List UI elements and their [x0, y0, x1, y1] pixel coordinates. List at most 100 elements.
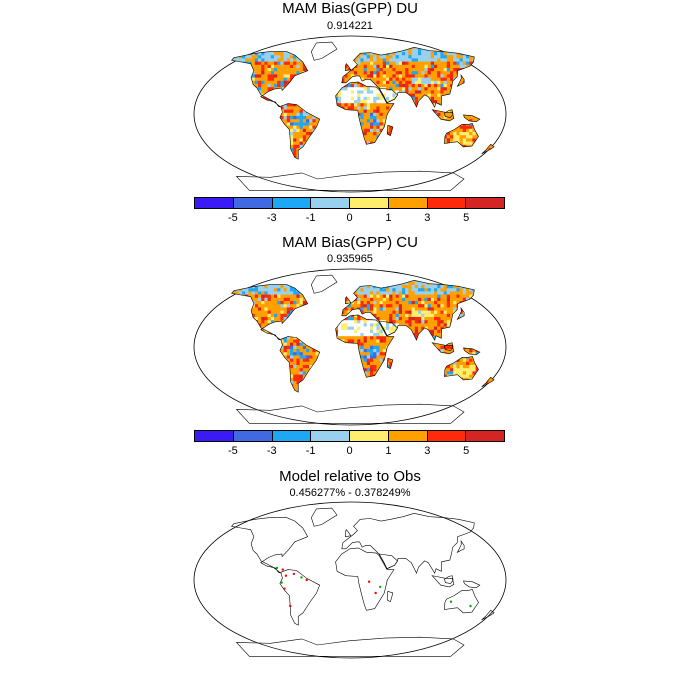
coastline-madagascar	[386, 590, 394, 603]
relative-marker	[289, 604, 292, 608]
coastline-namerica	[231, 284, 309, 341]
coastline-borneo	[444, 109, 454, 118]
relative-marker	[449, 600, 453, 603]
coastline-namerica	[231, 51, 309, 108]
panel1-colorbar	[194, 197, 505, 209]
panel3-map	[193, 501, 507, 659]
relative-marker	[281, 568, 284, 571]
panel2-title: MAM Bias(GPP) CU	[282, 234, 418, 251]
relative-marker	[292, 572, 295, 576]
coastline-madagascar	[386, 124, 394, 137]
coastline-arabia	[378, 320, 398, 337]
coastline-madagascar	[386, 357, 394, 370]
coastline-arabia	[378, 553, 398, 570]
colorbar-tick-label: 1	[385, 445, 392, 457]
coastline-newguinea	[463, 580, 481, 589]
colorbar-swatch	[195, 431, 234, 441]
coastline-eurasia	[341, 46, 475, 108]
coastline-antarctica	[235, 170, 465, 191]
coastline-uk	[345, 296, 352, 305]
colorbar-tick-label: -3	[266, 445, 277, 457]
colorbar-swatch	[466, 198, 504, 208]
colorbar-tick-label: -1	[305, 445, 316, 457]
coastline-africa	[335, 547, 395, 611]
panel2-colorbar-ticks: -5 -3 -1 0 1 3 5	[194, 445, 505, 459]
colorbar-swatch	[388, 198, 428, 208]
colorbar-swatch	[272, 431, 312, 441]
colorbar-swatch	[272, 198, 312, 208]
coastline-japan	[456, 73, 465, 88]
colorbar-tick-label: 3	[424, 212, 431, 224]
colorbar-swatch	[195, 198, 234, 208]
coastline-greenland	[310, 41, 338, 61]
colorbar-swatch	[427, 431, 467, 441]
colorbar-tick-label: 5	[463, 212, 470, 224]
coastline-uk	[345, 529, 352, 538]
coastline-newzealand	[481, 143, 495, 155]
relative-marker	[305, 578, 308, 582]
coastline-uk	[345, 63, 352, 72]
coastline-indonesia	[431, 109, 455, 122]
coastline-samerica	[279, 336, 321, 393]
map-frame	[193, 501, 507, 659]
relative-marker	[367, 580, 371, 583]
colorbar-tick-label: -5	[227, 445, 238, 457]
coastline-africa	[335, 314, 395, 378]
colorbar-swatch	[233, 431, 273, 441]
panel1-map	[193, 35, 507, 193]
colorbar-swatch	[311, 198, 350, 208]
relative-marker	[469, 604, 472, 608]
coastline-borneo	[444, 342, 454, 351]
coastline-indonesia	[431, 342, 455, 355]
relative-marker	[284, 574, 288, 577]
panel1-colorbar-ticks: -5 -3 -1 0 1 3 5	[194, 212, 505, 226]
colorbar-tick-label: 0	[346, 445, 353, 457]
coastline-samerica	[279, 103, 321, 160]
coastline-greenland	[310, 274, 338, 294]
coastline-africa	[335, 81, 395, 145]
relative-marker	[379, 585, 382, 589]
colorbar-swatch	[388, 431, 428, 441]
coastline-australia	[444, 589, 479, 614]
relative-marker	[275, 566, 279, 570]
coastline-newguinea	[463, 347, 481, 356]
coastline-antarctica	[235, 403, 465, 424]
colorbar-tick-label: 5	[463, 445, 470, 457]
relative-marker	[374, 591, 377, 595]
colorbar-swatch	[427, 198, 467, 208]
panel2-subtitle: 0.935965	[327, 253, 373, 265]
colorbar-tick-label: 3	[424, 445, 431, 457]
colorbar-tick-label: -3	[266, 212, 277, 224]
coastline-borneo	[444, 575, 454, 584]
panel3-title: Model relative to Obs	[279, 468, 421, 485]
panel2-map	[193, 268, 507, 426]
relative-marker	[283, 587, 286, 590]
panel2-colorbar	[194, 430, 505, 442]
panel1-title: MAM Bias(GPP) DU	[282, 0, 418, 17]
coastline-japan	[456, 539, 465, 554]
colorbar-tick-label: 1	[385, 212, 392, 224]
colorbar-tick-label: -1	[305, 212, 316, 224]
coastline-newzealand	[481, 609, 495, 621]
panel3-subtitle: 0.456277% - 0.378249%	[289, 487, 411, 499]
colorbar-swatch	[350, 198, 389, 208]
colorbar-swatch	[311, 431, 350, 441]
colorbar-tick-label: 0	[346, 212, 353, 224]
coastline-eurasia	[341, 279, 475, 341]
colorbar-tick-label: -5	[227, 212, 238, 224]
colorbar-swatch	[466, 431, 504, 441]
coastline-japan	[456, 306, 465, 321]
coastline-antarctica	[235, 636, 465, 657]
colorbar-swatch	[233, 198, 273, 208]
coastline-indonesia	[431, 575, 455, 588]
coastline-namerica	[231, 517, 309, 574]
coastline-australia	[444, 356, 479, 381]
coastline-arabia	[378, 87, 398, 104]
colorbar-swatch	[350, 431, 389, 441]
panel1-subtitle: 0.914221	[327, 20, 373, 32]
coastline-greenland	[310, 507, 338, 527]
coastline-newzealand	[481, 376, 495, 388]
relative-marker	[300, 576, 303, 579]
coastline-newguinea	[463, 114, 481, 123]
coastline-eurasia	[341, 512, 475, 574]
